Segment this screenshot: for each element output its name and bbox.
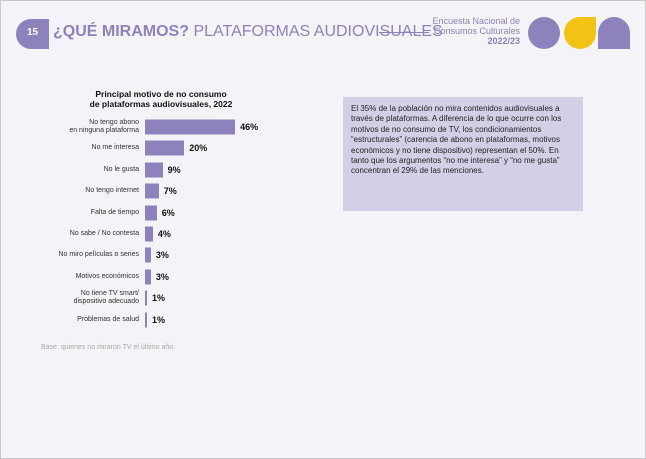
value-label: 1% [151,293,165,304]
value-label: 46% [240,122,259,132]
survey: Encuesta Nacional de Consumos Culturales… [421,16,520,46]
category-label: No me interesa [91,144,139,152]
category-label: No tengo abono en ninguna plataforma [69,119,139,134]
category-label: Motivos económicos [75,272,139,280]
category-label: No miro películas o series [58,251,139,259]
value-label: 4% [157,229,171,239]
value-label: 9% [167,164,181,175]
bar [145,312,147,328]
category-label: No le gusta [103,165,139,173]
survey-line: Encuesta Nacional de [432,16,520,26]
bar [145,290,147,306]
page-number: 15 [26,27,39,38]
rule [379,32,429,33]
value-label: 3% [155,250,169,261]
value-label: 1% [151,314,165,325]
logo-shapes [528,17,630,49]
value-label: 3% [155,271,169,282]
value-label: 7% [163,186,177,197]
chart-title: Principal motivo de no consumo de plataf… [89,89,233,109]
circle-shape [528,17,560,49]
title-rest: PLATAFORMAS AUDIOVISUALES [193,23,443,40]
bar [145,205,157,221]
survey-line: Consumos Culturales [433,26,520,36]
bar [145,140,185,156]
category-label: Problemas de salud [77,315,139,323]
bar [145,247,151,263]
bar [145,226,153,242]
category-label: No tiene TV smart/ dispositivo adecuado [73,290,139,306]
page-title: ¿QUÉ MIRAMOS? PLATAFORMAS AUDIOVISUALES [53,23,443,41]
value-label: 20% [189,143,208,154]
arch-shape [598,17,630,49]
title-bold: ¿QUÉ MIRAMOS? [53,23,189,40]
leaf-shape [564,17,596,49]
note: Base: quienes no miraron TV el último añ… [41,344,176,351]
bar [145,269,151,285]
bar [145,162,163,178]
bar [145,183,159,199]
bar [145,119,236,135]
category-label: No sabe / No contesta [69,230,139,237]
page-pill [16,19,49,49]
text-box: El 35% de la población no mira contenido… [343,97,583,211]
category-label: Falta de tiempo [90,208,139,216]
value-label: 6% [161,207,175,218]
category-label: No tengo internet [85,187,139,195]
survey-line: 2022/23 [487,36,520,46]
